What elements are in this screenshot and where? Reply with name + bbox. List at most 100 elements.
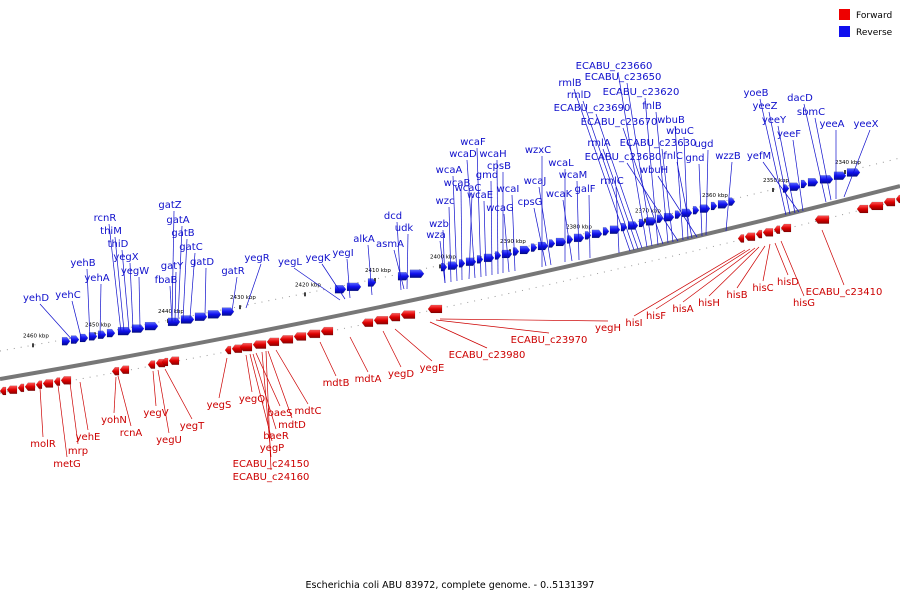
- reverse-gene-label[interactable]: wza: [426, 230, 446, 241]
- reverse-gene-label[interactable]: yegK: [306, 253, 331, 264]
- reverse-gene-label[interactable]: yoeB: [743, 88, 768, 99]
- forward-gene-arrow[interactable]: [306, 329, 321, 339]
- reverse-gene-arrow[interactable]: [70, 335, 80, 344]
- reverse-gene-label[interactable]: thiD: [108, 239, 129, 250]
- forward-gene-label[interactable]: ECABU_c24160: [233, 472, 310, 483]
- forward-gene-arrow[interactable]: [6, 385, 18, 394]
- reverse-gene-label[interactable]: ugd: [694, 139, 713, 150]
- forward-gene-arrow[interactable]: [814, 215, 830, 224]
- reverse-gene-label[interactable]: ECABU_c23660: [576, 61, 653, 72]
- reverse-gene-label[interactable]: yegW: [121, 266, 149, 277]
- reverse-gene-label[interactable]: ECABU_c23650: [585, 72, 662, 83]
- reverse-gene-label[interactable]: wzc: [436, 196, 455, 207]
- forward-gene-label[interactable]: mdtB: [323, 378, 350, 389]
- forward-gene-label[interactable]: ECABU_c23980: [449, 350, 526, 361]
- forward-gene-arrow[interactable]: [60, 376, 72, 385]
- reverse-gene-label[interactable]: wzzB: [715, 151, 741, 162]
- forward-gene-arrow[interactable]: [320, 326, 334, 336]
- forward-gene-label[interactable]: hisI: [625, 318, 642, 329]
- reverse-gene-label[interactable]: wcaI: [497, 184, 520, 195]
- reverse-gene-label[interactable]: rcnR: [94, 213, 117, 224]
- reverse-gene-label[interactable]: gatZ: [158, 200, 181, 211]
- forward-gene-arrow[interactable]: [755, 229, 763, 239]
- reverse-gene-label[interactable]: gatR: [221, 266, 244, 277]
- forward-gene-label[interactable]: mdtA: [355, 374, 382, 385]
- forward-gene-label[interactable]: yegV: [143, 408, 168, 419]
- reverse-gene-label[interactable]: wzb: [429, 219, 449, 230]
- forward-gene-arrow[interactable]: [373, 316, 389, 325]
- forward-gene-arrow[interactable]: [744, 232, 756, 241]
- forward-gene-label[interactable]: baeS: [268, 408, 293, 419]
- reverse-gene-arrow[interactable]: [566, 235, 574, 244]
- reverse-gene-arrow[interactable]: [602, 227, 610, 236]
- forward-gene-arrow[interactable]: [35, 380, 43, 389]
- forward-gene-arrow[interactable]: [400, 310, 416, 319]
- reverse-gene-label[interactable]: wcaK: [546, 189, 573, 200]
- reverse-gene-arrow[interactable]: [167, 317, 181, 327]
- reverse-gene-arrow[interactable]: [207, 310, 222, 319]
- reverse-gene-arrow[interactable]: [573, 233, 585, 243]
- forward-gene-label[interactable]: yegT: [180, 421, 205, 432]
- reverse-gene-arrow[interactable]: [699, 204, 711, 213]
- reverse-gene-label[interactable]: ECABU_c23690: [554, 103, 631, 114]
- forward-gene-arrow[interactable]: [895, 194, 900, 204]
- forward-gene-arrow[interactable]: [42, 379, 54, 388]
- forward-gene-arrow[interactable]: [53, 377, 61, 386]
- forward-gene-arrow[interactable]: [279, 335, 294, 344]
- forward-gene-label[interactable]: hisB: [726, 290, 747, 301]
- reverse-gene-label[interactable]: wcaL: [548, 158, 574, 169]
- forward-gene-arrow[interactable]: [231, 344, 243, 353]
- forward-gene-label[interactable]: yegS: [207, 400, 232, 411]
- forward-gene-label[interactable]: hisG: [793, 298, 815, 309]
- forward-gene-arrow[interactable]: [266, 337, 280, 347]
- reverse-gene-arrow[interactable]: [584, 231, 592, 240]
- forward-gene-arrow[interactable]: [224, 345, 232, 355]
- reverse-gene-arrow[interactable]: [638, 218, 646, 228]
- reverse-gene-label[interactable]: yegX: [113, 252, 138, 263]
- reverse-gene-label[interactable]: rmlC: [600, 176, 623, 187]
- reverse-gene-label[interactable]: rmlA: [587, 138, 610, 149]
- reverse-gene-arrow[interactable]: [61, 337, 71, 346]
- forward-gene-arrow[interactable]: [17, 383, 25, 393]
- forward-gene-label[interactable]: yohN: [101, 415, 127, 426]
- reverse-gene-label[interactable]: rmlB: [558, 78, 581, 89]
- reverse-gene-label[interactable]: fnlC: [663, 151, 683, 162]
- reverse-gene-label[interactable]: fbaB: [155, 275, 178, 286]
- forward-gene-label[interactable]: yegQ: [239, 394, 265, 405]
- reverse-gene-arrow[interactable]: [476, 255, 484, 264]
- reverse-gene-label[interactable]: rmlD: [567, 90, 591, 101]
- reverse-gene-label[interactable]: yefM: [747, 151, 771, 162]
- reverse-gene-label[interactable]: asmA: [376, 239, 404, 250]
- forward-gene-arrow[interactable]: [111, 367, 120, 376]
- forward-gene-arrow[interactable]: [856, 204, 869, 214]
- reverse-gene-arrow[interactable]: [537, 241, 549, 251]
- reverse-gene-arrow[interactable]: [530, 243, 538, 252]
- reverse-gene-label[interactable]: yeeZ: [752, 101, 777, 112]
- forward-gene-label[interactable]: hisH: [698, 298, 720, 309]
- forward-gene-arrow[interactable]: [293, 332, 307, 341]
- forward-gene-arrow[interactable]: [119, 365, 130, 374]
- reverse-gene-arrow[interactable]: [440, 262, 448, 272]
- reverse-gene-label[interactable]: wcaG: [486, 203, 514, 214]
- reverse-gene-label[interactable]: wbuB: [657, 115, 685, 126]
- forward-gene-arrow[interactable]: [0, 386, 7, 396]
- reverse-gene-label[interactable]: dcd: [384, 211, 402, 222]
- reverse-gene-arrow[interactable]: [221, 307, 235, 316]
- reverse-gene-label[interactable]: yegI: [332, 248, 353, 259]
- forward-gene-arrow[interactable]: [168, 356, 180, 365]
- forward-gene-label[interactable]: mdtC: [295, 406, 322, 417]
- reverse-gene-arrow[interactable]: [674, 210, 682, 219]
- forward-gene-arrow[interactable]: [252, 340, 267, 349]
- reverse-gene-arrow[interactable]: [117, 326, 132, 336]
- reverse-gene-arrow[interactable]: [465, 257, 477, 267]
- reverse-gene-arrow[interactable]: [548, 239, 556, 248]
- reverse-gene-label[interactable]: ECABU_c23630: [620, 138, 697, 149]
- reverse-gene-label[interactable]: yeeY: [762, 115, 787, 126]
- forward-gene-label[interactable]: baeR: [263, 431, 289, 442]
- reverse-gene-label[interactable]: ECABU_c23680: [585, 152, 662, 163]
- reverse-gene-label[interactable]: yegR: [244, 253, 269, 264]
- forward-gene-label[interactable]: ECABU_c23410: [806, 287, 883, 298]
- forward-gene-label[interactable]: yegD: [388, 369, 414, 380]
- reverse-gene-arrow[interactable]: [131, 324, 145, 333]
- forward-gene-label[interactable]: rcnA: [120, 428, 143, 439]
